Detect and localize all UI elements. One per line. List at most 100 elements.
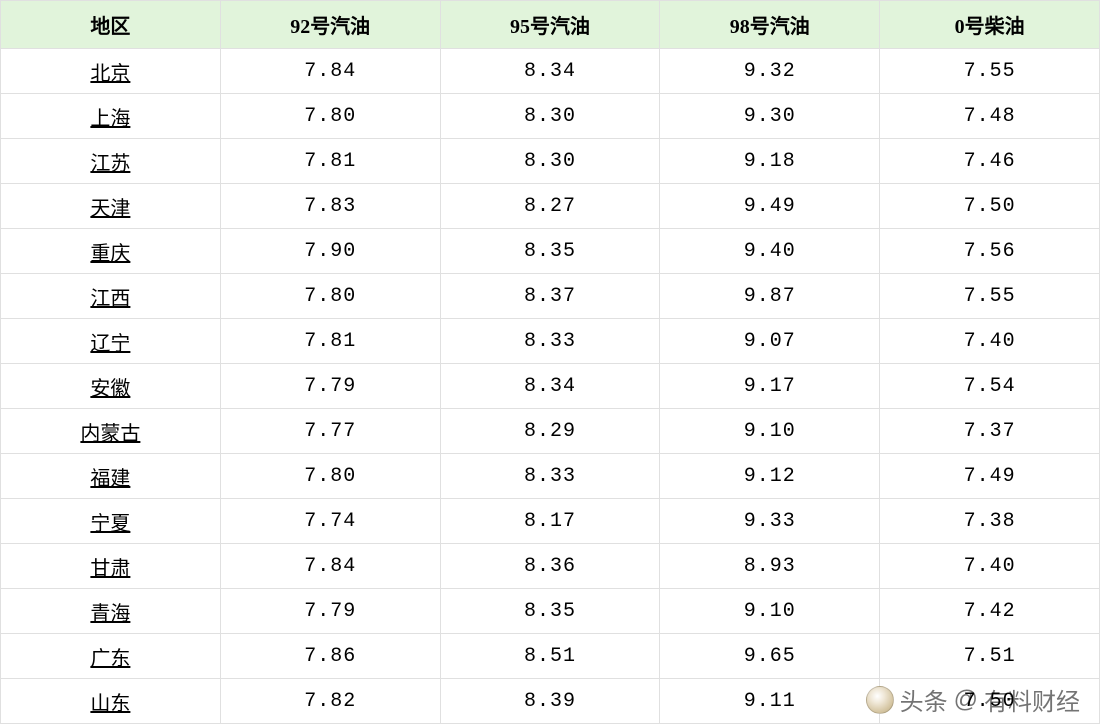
price-cell-g98: 9.49 <box>660 184 880 229</box>
price-cell-g92: 7.90 <box>220 229 440 274</box>
region-cell[interactable]: 甘肃 <box>1 544 221 589</box>
price-cell-g95: 8.35 <box>440 589 660 634</box>
price-cell-d0: 7.50 <box>880 679 1100 724</box>
price-cell-g95: 8.33 <box>440 319 660 364</box>
price-cell-g95: 8.17 <box>440 499 660 544</box>
table-row: 山东 7.828.399.117.50 <box>1 679 1100 724</box>
region-cell[interactable]: 青海 <box>1 589 221 634</box>
price-cell-d0: 7.40 <box>880 319 1100 364</box>
region-cell[interactable]: 江苏 <box>1 139 221 184</box>
price-cell-g95: 8.33 <box>440 454 660 499</box>
price-cell-g98: 8.93 <box>660 544 880 589</box>
price-cell-g92: 7.81 <box>220 319 440 364</box>
region-link[interactable]: 辽宁 <box>90 333 130 355</box>
region-cell[interactable]: 宁夏 <box>1 499 221 544</box>
col-0-diesel: 0号柴油 <box>880 1 1100 49</box>
region-cell[interactable]: 福建 <box>1 454 221 499</box>
region-link[interactable]: 江西 <box>90 288 130 310</box>
price-cell-g92: 7.80 <box>220 274 440 319</box>
table-row: 内蒙古7.778.299.107.37 <box>1 409 1100 454</box>
table-row: 天津 7.838.279.497.50 <box>1 184 1100 229</box>
region-cell[interactable]: 天津 <box>1 184 221 229</box>
region-link[interactable]: 山东 <box>90 693 130 715</box>
price-cell-g95: 8.30 <box>440 94 660 139</box>
price-cell-g92: 7.86 <box>220 634 440 679</box>
price-cell-g92: 7.79 <box>220 589 440 634</box>
region-cell[interactable]: 江西 <box>1 274 221 319</box>
region-cell[interactable]: 辽宁 <box>1 319 221 364</box>
region-cell[interactable]: 山东 <box>1 679 221 724</box>
price-cell-g98: 9.17 <box>660 364 880 409</box>
region-cell[interactable]: 内蒙古 <box>1 409 221 454</box>
price-cell-g95: 8.35 <box>440 229 660 274</box>
price-cell-d0: 7.55 <box>880 274 1100 319</box>
table-body: 北京7.848.349.327.55上海7.808.309.307.48江苏7.… <box>1 49 1100 724</box>
table-row: 北京7.848.349.327.55 <box>1 49 1100 94</box>
table-row: 福建7.808.339.127.49 <box>1 454 1100 499</box>
price-cell-g95: 8.51 <box>440 634 660 679</box>
fuel-price-table-container: 地区 92号汽油 95号汽油 98号汽油 0号柴油 北京7.848.349.32… <box>0 0 1100 724</box>
fuel-price-table: 地区 92号汽油 95号汽油 98号汽油 0号柴油 北京7.848.349.32… <box>0 0 1100 724</box>
col-region: 地区 <box>1 1 221 49</box>
price-cell-g98: 9.18 <box>660 139 880 184</box>
table-row: 辽宁 7.818.339.077.40 <box>1 319 1100 364</box>
price-cell-g95: 8.27 <box>440 184 660 229</box>
price-cell-g95: 8.34 <box>440 49 660 94</box>
region-cell[interactable]: 上海 <box>1 94 221 139</box>
region-link[interactable]: 安徽 <box>90 378 130 400</box>
region-link[interactable]: 上海 <box>90 108 130 130</box>
price-cell-g92: 7.80 <box>220 454 440 499</box>
price-cell-d0: 7.51 <box>880 634 1100 679</box>
price-cell-d0: 7.50 <box>880 184 1100 229</box>
price-cell-g92: 7.74 <box>220 499 440 544</box>
price-cell-g98: 9.10 <box>660 589 880 634</box>
col-92-gasoline: 92号汽油 <box>220 1 440 49</box>
price-cell-g98: 9.30 <box>660 94 880 139</box>
price-cell-d0: 7.38 <box>880 499 1100 544</box>
table-row: 江西 7.808.379.877.55 <box>1 274 1100 319</box>
price-cell-g98: 9.11 <box>660 679 880 724</box>
price-cell-g95: 8.30 <box>440 139 660 184</box>
region-cell[interactable]: 北京 <box>1 49 221 94</box>
col-95-gasoline: 95号汽油 <box>440 1 660 49</box>
price-cell-g95: 8.39 <box>440 679 660 724</box>
region-link[interactable]: 内蒙古 <box>80 423 140 445</box>
price-cell-g95: 8.34 <box>440 364 660 409</box>
price-cell-g95: 8.37 <box>440 274 660 319</box>
region-link[interactable]: 重庆 <box>90 243 130 265</box>
price-cell-g92: 7.82 <box>220 679 440 724</box>
region-link[interactable]: 天津 <box>90 198 130 220</box>
price-cell-d0: 7.55 <box>880 49 1100 94</box>
region-link[interactable]: 江苏 <box>90 153 130 175</box>
price-cell-g92: 7.84 <box>220 544 440 589</box>
region-cell[interactable]: 重庆 <box>1 229 221 274</box>
price-cell-g98: 9.07 <box>660 319 880 364</box>
region-link[interactable]: 北京 <box>90 63 130 85</box>
price-cell-g92: 7.77 <box>220 409 440 454</box>
region-link[interactable]: 福建 <box>90 468 130 490</box>
price-cell-d0: 7.54 <box>880 364 1100 409</box>
table-row: 安徽7.798.349.177.54 <box>1 364 1100 409</box>
region-cell[interactable]: 广东 <box>1 634 221 679</box>
price-cell-g92: 7.81 <box>220 139 440 184</box>
price-cell-d0: 7.46 <box>880 139 1100 184</box>
price-cell-g95: 8.36 <box>440 544 660 589</box>
price-cell-g98: 9.65 <box>660 634 880 679</box>
region-link[interactable]: 广东 <box>90 648 130 670</box>
price-cell-g92: 7.84 <box>220 49 440 94</box>
price-cell-g98: 9.87 <box>660 274 880 319</box>
region-link[interactable]: 甘肃 <box>90 558 130 580</box>
price-cell-d0: 7.42 <box>880 589 1100 634</box>
price-cell-d0: 7.56 <box>880 229 1100 274</box>
region-link[interactable]: 青海 <box>90 603 130 625</box>
table-row: 宁夏7.748.179.337.38 <box>1 499 1100 544</box>
col-98-gasoline: 98号汽油 <box>660 1 880 49</box>
table-row: 甘肃7.848.368.937.40 <box>1 544 1100 589</box>
price-cell-g92: 7.83 <box>220 184 440 229</box>
region-cell[interactable]: 安徽 <box>1 364 221 409</box>
price-cell-d0: 7.37 <box>880 409 1100 454</box>
price-cell-d0: 7.49 <box>880 454 1100 499</box>
price-cell-d0: 7.48 <box>880 94 1100 139</box>
region-link[interactable]: 宁夏 <box>90 513 130 535</box>
table-row: 重庆7.908.359.407.56 <box>1 229 1100 274</box>
